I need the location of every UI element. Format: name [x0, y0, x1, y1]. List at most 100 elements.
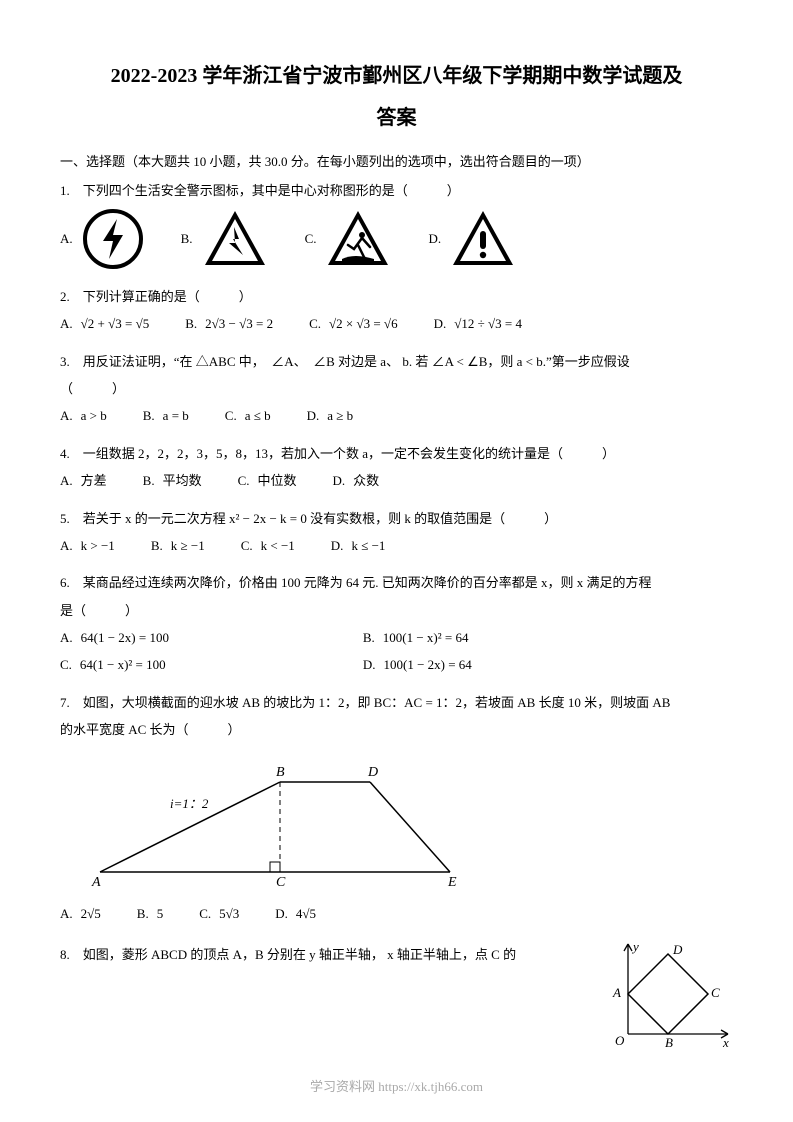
- svg-text:D: D: [672, 942, 683, 957]
- choice-1c: C.: [305, 209, 393, 269]
- choice-5c: C. k < −1: [241, 534, 295, 557]
- choice-label: C.: [225, 404, 237, 427]
- question-5-choices: A. k > −1 B. k ≥ −1 C. k < −1 D. k ≤ −1: [60, 534, 733, 561]
- choice-label: B.: [143, 404, 155, 427]
- choice-4c: C. 中位数: [238, 469, 297, 492]
- choice-3b: B. a = b: [143, 404, 189, 427]
- question-2-text: 2. 下列计算正确的是（ ）: [60, 285, 733, 308]
- choice-value: 方差: [81, 469, 107, 492]
- choice-value: √2 × √3 = √6: [329, 312, 398, 335]
- svg-text:x: x: [722, 1035, 729, 1049]
- question-8-text: 8. 如图，菱形 ABCD 的顶点 A，B 分别在 y 轴正半轴， x 轴正半轴…: [60, 943, 593, 966]
- choice-value: 64(1 − 2x) = 100: [81, 626, 169, 649]
- question-1: 1. 下列四个生活安全警示图标，其中是中心对称图形的是（ ） A. B.: [60, 179, 733, 274]
- svg-text:A: A: [91, 875, 101, 890]
- choice-2d: D. √12 ÷ √3 = 4: [434, 312, 522, 335]
- choice-value: √12 ÷ √3 = 4: [454, 312, 522, 335]
- choice-1a: A.: [60, 207, 145, 271]
- exclamation-triangle-icon: [449, 209, 517, 269]
- choice-value: 平均数: [163, 469, 202, 492]
- svg-text:B: B: [665, 1035, 673, 1049]
- choice-label: A.: [60, 902, 73, 925]
- choice-value: 100(1 − x)² = 64: [383, 626, 469, 649]
- choice-label: B.: [151, 534, 163, 557]
- choice-label: B.: [137, 902, 149, 925]
- choice-value: 100(1 − 2x) = 64: [383, 653, 471, 676]
- choice-1b: B.: [181, 209, 269, 269]
- question-7-text-1: 7. 如图，大坝横截面的迎水坡 AB 的坡比为 1：2，即 BC：AC = 1：…: [60, 691, 733, 714]
- question-1-choices: A. B. C.: [60, 207, 733, 275]
- choice-value: 5√3: [219, 902, 239, 925]
- choice-value: 4√5: [296, 902, 316, 925]
- choice-value: k < −1: [261, 534, 295, 557]
- choice-value: 64(1 − x)² = 100: [80, 653, 166, 676]
- section-1-heading: 一、选择题（本大题共 10 小题，共 30.0 分。在每小题列出的选项中，选出符…: [60, 150, 733, 173]
- choice-3a: A. a > b: [60, 404, 107, 427]
- choice-label: C.: [241, 534, 253, 557]
- choice-value: k ≤ −1: [351, 534, 385, 557]
- question-5: 5. 若关于 x 的一元二次方程 x² − 2x − k = 0 没有实数根，则…: [60, 507, 733, 562]
- question-3-text-1: 3. 用反证法证明，“在 △ABC 中， ∠A、 ∠B 对边是 a、 b. 若 …: [60, 350, 733, 373]
- choice-7b: B. 5: [137, 902, 163, 925]
- choice-value: 众数: [353, 469, 379, 492]
- svg-text:D: D: [367, 765, 378, 780]
- choice-label: C.: [60, 653, 72, 676]
- page-subtitle: 答案: [60, 100, 733, 136]
- choice-value: a = b: [163, 404, 189, 427]
- choice-label: D.: [363, 653, 376, 676]
- choice-value: a > b: [81, 404, 107, 427]
- question-7-text-2: 的水平宽度 AC 长为（ ）: [60, 718, 733, 741]
- choice-1d: D.: [428, 209, 517, 269]
- choice-label: A.: [60, 626, 73, 649]
- choice-label: A.: [60, 227, 73, 250]
- choice-label: A.: [60, 469, 73, 492]
- choice-label: C.: [238, 469, 250, 492]
- choice-6d: D. 100(1 − 2x) = 64: [363, 653, 666, 676]
- choice-6a: A. 64(1 − 2x) = 100: [60, 626, 363, 649]
- question-4: 4. 一组数据 2，2，2，3，5，8，13，若加入一个数 a，一定不会发生变化…: [60, 442, 733, 497]
- svg-text:E: E: [447, 875, 457, 890]
- svg-text:C: C: [711, 985, 720, 1000]
- choice-4b: B. 平均数: [143, 469, 202, 492]
- choice-6c: C. 64(1 − x)² = 100: [60, 653, 363, 676]
- choice-value: 2√5: [81, 902, 101, 925]
- choice-3c: C. a ≤ b: [225, 404, 271, 427]
- question-2: 2. 下列计算正确的是（ ） A. √2 + √3 = √5 B. 2√3 − …: [60, 285, 733, 340]
- choice-label: C.: [199, 902, 211, 925]
- choice-value: a ≤ b: [245, 404, 271, 427]
- choice-4a: A. 方差: [60, 469, 107, 492]
- svg-text:i=1：2: i=1：2: [170, 796, 209, 811]
- question-3: 3. 用反证法证明，“在 △ABC 中， ∠A、 ∠B 对边是 a、 b. 若 …: [60, 350, 733, 432]
- question-2-choices: A. √2 + √3 = √5 B. 2√3 − √3 = 2 C. √2 × …: [60, 312, 733, 339]
- question-4-choices: A. 方差 B. 平均数 C. 中位数 D. 众数: [60, 469, 733, 496]
- trapezoid-diagram: A B C D E i=1：2: [60, 752, 733, 892]
- choice-label: D.: [333, 469, 346, 492]
- choice-label: B.: [181, 227, 193, 250]
- choice-5d: D. k ≤ −1: [331, 534, 386, 557]
- question-4-text: 4. 一组数据 2，2，2，3，5，8，13，若加入一个数 a，一定不会发生变化…: [60, 442, 733, 465]
- choice-4d: D. 众数: [333, 469, 380, 492]
- question-7-choices: A. 2√5 B. 5 C. 5√3 D. 4√5: [60, 902, 733, 929]
- choice-2b: B. 2√3 − √3 = 2: [185, 312, 273, 335]
- choice-label: C.: [305, 227, 317, 250]
- question-5-text: 5. 若关于 x 的一元二次方程 x² − 2x − k = 0 没有实数根，则…: [60, 507, 733, 530]
- svg-text:y: y: [631, 939, 639, 954]
- question-6-choices: A. 64(1 − 2x) = 100 B. 100(1 − x)² = 64 …: [60, 626, 733, 681]
- svg-text:C: C: [276, 875, 286, 890]
- choice-2c: C. √2 × √3 = √6: [309, 312, 398, 335]
- choice-label: C.: [309, 312, 321, 335]
- question-6-text-2: 是（ ）: [60, 599, 733, 622]
- choice-value: 中位数: [258, 469, 297, 492]
- choice-5b: B. k ≥ −1: [151, 534, 205, 557]
- choice-label: A.: [60, 312, 73, 335]
- page-footer: 学习资料网 https://xk.tjh66.com: [60, 1075, 733, 1098]
- page-title: 2022-2023 学年浙江省宁波市鄞州区八年级下学期期中数学试题及: [60, 60, 733, 92]
- choice-label: A.: [60, 404, 73, 427]
- question-1-text: 1. 下列四个生活安全警示图标，其中是中心对称图形的是（ ）: [60, 179, 733, 202]
- choice-label: D.: [434, 312, 447, 335]
- choice-label: D.: [307, 404, 320, 427]
- choice-value: a ≥ b: [327, 404, 353, 427]
- choice-value: √2 + √3 = √5: [81, 312, 150, 335]
- choice-label: B.: [143, 469, 155, 492]
- svg-text:O: O: [615, 1033, 625, 1048]
